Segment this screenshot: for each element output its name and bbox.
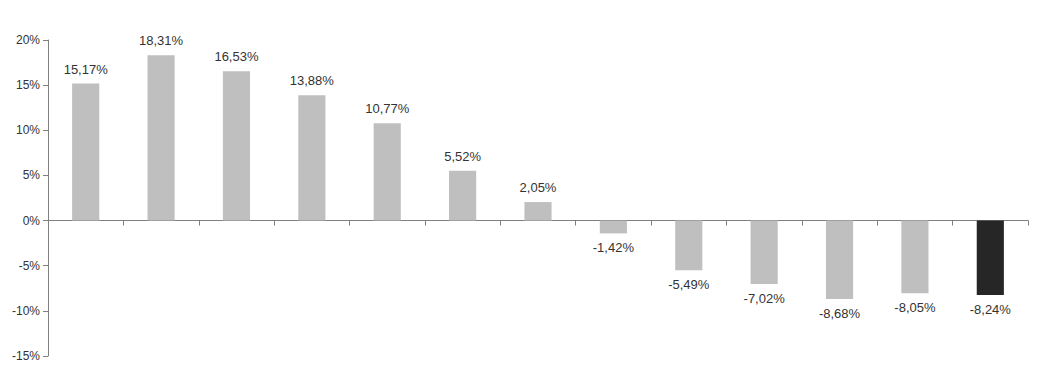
svg-text:10%: 10% [16, 123, 40, 137]
svg-text:-8,68%: -8,68% [819, 306, 861, 321]
svg-text:5,52%: 5,52% [444, 149, 481, 164]
svg-text:15,17%: 15,17% [64, 62, 109, 77]
svg-text:15%: 15% [16, 78, 40, 92]
svg-text:-10%: -10% [12, 304, 40, 318]
svg-text:-1,42%: -1,42% [593, 240, 635, 255]
svg-text:2,05%: 2,05% [520, 180, 557, 195]
svg-text:20%: 20% [16, 33, 40, 47]
svg-text:-8,24%: -8,24% [970, 302, 1012, 317]
svg-text:10,77%: 10,77% [365, 101, 410, 116]
svg-text:-5,49%: -5,49% [668, 277, 710, 292]
svg-text:-15%: -15% [12, 349, 40, 363]
svg-text:-8,05%: -8,05% [894, 300, 936, 315]
svg-text:5%: 5% [23, 168, 41, 182]
svg-text:-5%: -5% [19, 259, 41, 273]
svg-text:-7,02%: -7,02% [744, 291, 786, 306]
svg-text:18,31%: 18,31% [139, 33, 184, 48]
svg-text:16,53%: 16,53% [214, 49, 259, 64]
svg-text:0%: 0% [23, 214, 41, 228]
svg-text:13,88%: 13,88% [290, 73, 335, 88]
